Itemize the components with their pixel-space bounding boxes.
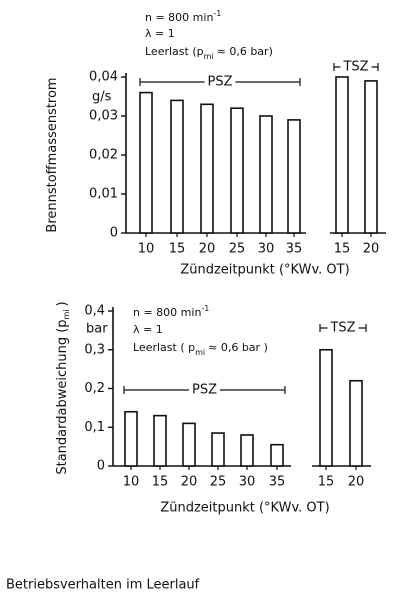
bar [240, 434, 254, 467]
bar [270, 443, 284, 467]
x-tick-label: 20 [348, 475, 365, 490]
x-tick-label: 15 [169, 242, 186, 257]
label-bg [340, 64, 372, 70]
y-unit: bar [86, 322, 108, 337]
annotation-part: λ = 1 [133, 323, 163, 336]
bar [182, 422, 196, 467]
y-axis-label-part: mi [62, 309, 71, 319]
annotation-part: ≈ 0,6 bar ) [208, 341, 268, 354]
annotation-part: ≈ 0,6 bar) [217, 45, 273, 58]
annotation-part: -1 [213, 9, 221, 18]
annotation: n = 800 min-1 [133, 304, 209, 320]
y-tick-label: 0,03 [89, 109, 118, 124]
bar [364, 80, 378, 234]
bar [124, 410, 138, 467]
y-axis-label: Brennstoffmassenstrom [45, 77, 60, 232]
x-tick-label: 35 [269, 475, 286, 490]
label-bg [204, 79, 236, 85]
annotation-part: n = 800 min [133, 306, 201, 319]
y-tick-label: 0,01 [89, 187, 118, 202]
x-tick-label: 15 [152, 475, 169, 490]
x-axis-label: Zündzeitpunkt (°KWv. OT) [180, 263, 349, 278]
group-label: PSZ [192, 383, 217, 398]
y-axis-label-part: ) [55, 301, 70, 306]
y-tick-label: 0 [97, 459, 105, 474]
y-tick-label: 0,2 [84, 381, 105, 396]
y-axis-label-part: Brennstoffmassenstrom [45, 77, 60, 232]
y-axis-label-part: Standardabweichung (p [55, 319, 70, 474]
x-tick-label: 25 [210, 475, 227, 490]
y-unit: g/s [92, 90, 112, 105]
x-tick-label: 10 [138, 242, 155, 257]
x-axis-label: Zündzeitpunkt (°KWv. OT) [160, 501, 329, 516]
label-bg [189, 387, 220, 393]
group-label: TSZ [329, 321, 355, 336]
y-tick-label: 0,3 [84, 342, 105, 357]
annotation-part: Leerlast ( p [133, 341, 195, 354]
y-tick-label: 0,04 [89, 70, 118, 85]
annotation-part: Leerlast (p [145, 45, 204, 58]
bar [200, 103, 214, 234]
label-bg [327, 325, 359, 331]
y-tick-label: 0,1 [84, 420, 105, 435]
x-tick-label: 30 [258, 242, 275, 257]
x-tick-label: 15 [334, 242, 351, 257]
annotation: λ = 1 [133, 323, 163, 336]
annotation: Leerlast ( pmi ≈ 0,6 bar ) [133, 341, 268, 357]
annotation-part: mi [204, 52, 214, 61]
group-label: PSZ [208, 75, 233, 90]
bar [349, 379, 363, 467]
bar [153, 414, 167, 467]
x-tick-label: 20 [199, 242, 216, 257]
x-tick-label: 15 [318, 475, 335, 490]
annotation: n = 800 min-1 [145, 9, 221, 25]
y-axis-label: Standardabweichung (pmi) [55, 301, 71, 474]
bar [139, 91, 153, 234]
x-tick-label: 20 [181, 475, 198, 490]
caption: Betriebsverhalten im Leerlauf [6, 578, 200, 593]
annotation: Leerlast (pmi ≈ 0,6 bar) [145, 45, 273, 61]
bar [170, 99, 184, 234]
bar [259, 115, 273, 234]
bar [230, 107, 244, 234]
annotation-part: -1 [201, 304, 209, 313]
bar [335, 76, 349, 234]
bar [287, 119, 301, 234]
x-tick-label: 10 [123, 475, 140, 490]
y-tick-label: 0,4 [84, 304, 105, 319]
y-tick-label: 0 [110, 226, 118, 241]
x-tick-label: 25 [229, 242, 246, 257]
x-tick-label: 30 [239, 475, 256, 490]
x-tick-label: 20 [363, 242, 380, 257]
bar [211, 432, 225, 467]
y-tick-label: 0,02 [89, 148, 118, 163]
annotation-part: mi [195, 348, 205, 357]
bar [319, 348, 333, 467]
annotation-part: λ = 1 [145, 27, 175, 40]
group-label: TSZ [342, 60, 368, 75]
x-tick-label: 35 [286, 242, 303, 257]
annotation-part: n = 800 min [145, 11, 213, 24]
annotation: λ = 1 [145, 27, 175, 40]
